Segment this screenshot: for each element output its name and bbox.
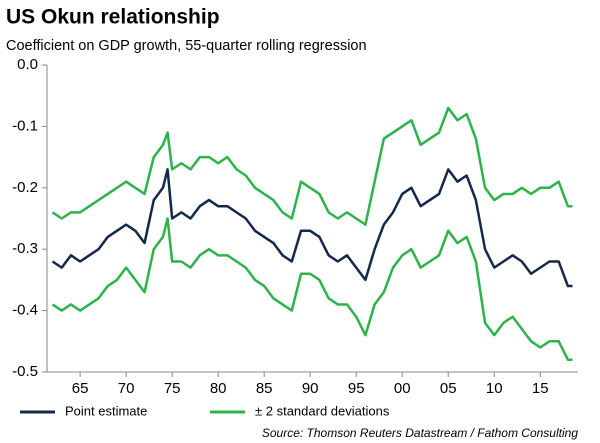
y-tick-label: -0.4 <box>12 302 38 319</box>
x-tick-label: 70 <box>118 380 135 397</box>
chart-subtitle: Coefficient on GDP growth, 55-quarter ro… <box>6 38 367 54</box>
source-note: Source: Thomson Reuters Datastream / Fat… <box>262 426 578 440</box>
x-tick-label: 75 <box>164 380 181 397</box>
x-tick-label: 85 <box>256 380 273 397</box>
y-tick-label: -0.1 <box>12 117 38 134</box>
legend-label: Point estimate <box>65 403 147 418</box>
data-line <box>51 168 573 288</box>
y-tick-label: -0.5 <box>12 363 38 380</box>
data-line <box>51 106 573 226</box>
x-tick-label: 10 <box>486 380 503 397</box>
chart-title: US Okun relationship <box>6 6 220 29</box>
y-tick-label: -0.2 <box>12 179 38 196</box>
x-tick-label: 80 <box>210 380 227 397</box>
x-tick-label: 90 <box>302 380 319 397</box>
data-line <box>51 217 573 361</box>
x-tick-label: 15 <box>532 380 549 397</box>
legend-label: ± 2 standard deviations <box>255 403 390 418</box>
x-tick-label: 05 <box>440 380 457 397</box>
x-tick-label: 65 <box>72 380 89 397</box>
y-tick-label: 0.0 <box>17 56 38 73</box>
x-tick-label: 95 <box>348 380 365 397</box>
y-tick-label: -0.3 <box>12 240 38 257</box>
x-tick-label: 00 <box>394 380 411 397</box>
